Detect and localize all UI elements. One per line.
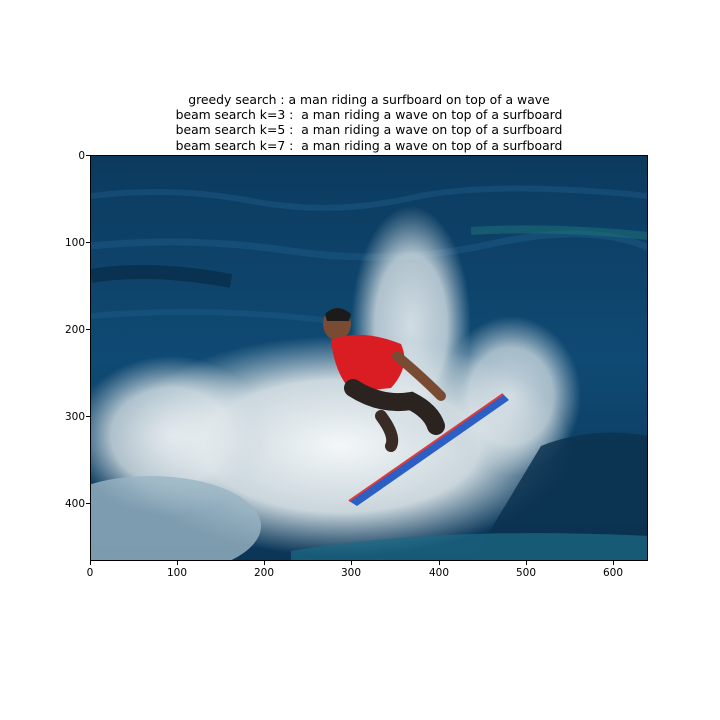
xtick-label-600: 600 [602,567,624,579]
xtick-label-200: 200 [253,567,275,579]
xtick-label-400: 400 [428,567,450,579]
xtick-label-500: 500 [515,567,537,579]
xtick-label-300: 300 [340,567,362,579]
xtick-mark-0 [90,561,91,565]
ytick-label-0: 0 [78,150,85,162]
xtick-mark-400 [439,561,440,565]
xtick-mark-600 [613,561,614,565]
ytick-mark-300 [86,416,90,417]
ytick-mark-0 [86,155,90,156]
xtick-mark-300 [351,561,352,565]
ytick-label-100: 100 [64,237,85,249]
caption-beam-k7: beam search k=7 : a man riding a wave on… [175,137,563,153]
caption-beam-k5: beam search k=5 : a man riding a wave on… [175,122,563,138]
ytick-label-300: 300 [64,411,85,423]
surf-photo [91,156,647,560]
image-frame [90,155,648,561]
ytick-mark-200 [86,329,90,330]
ytick-mark-400 [86,503,90,504]
ytick-label-200: 200 [64,324,85,336]
caption-greedy: greedy search : a man riding a surfboard… [188,92,550,107]
caption-block: greedy search : a man riding a surfboard… [90,92,648,153]
xtick-label-100: 100 [166,567,188,579]
xtick-mark-500 [526,561,527,565]
xtick-mark-200 [264,561,265,565]
ytick-mark-100 [86,242,90,243]
xtick-mark-100 [177,561,178,565]
xtick-label-0: 0 [86,567,94,579]
ytick-label-400: 400 [64,498,85,510]
caption-beam-k3: beam search k=3 : a man riding a wave on… [175,107,563,123]
